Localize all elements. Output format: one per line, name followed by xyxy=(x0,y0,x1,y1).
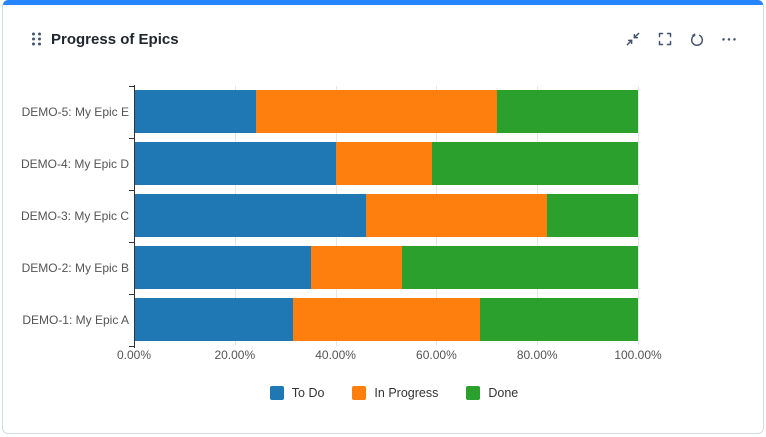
bar-segment-to-do[interactable] xyxy=(135,298,294,341)
bar-segment-in-progress[interactable] xyxy=(366,194,548,237)
y-axis-line xyxy=(134,85,135,348)
more-options-button[interactable] xyxy=(721,31,737,47)
bar-segment-in-progress[interactable] xyxy=(311,246,402,289)
collapse-button[interactable] xyxy=(625,31,641,47)
bar-segment-done[interactable] xyxy=(431,142,638,185)
bar-segment-in-progress[interactable] xyxy=(255,90,498,133)
widget-header: Progress of Epics xyxy=(31,28,737,50)
bar-segment-to-do[interactable] xyxy=(135,90,256,133)
legend-swatch xyxy=(352,386,367,400)
widget-title: Progress of Epics xyxy=(51,30,179,48)
x-axis-label: 20.00% xyxy=(214,348,256,362)
bar-segment-to-do[interactable] xyxy=(135,246,312,289)
y-axis-tick xyxy=(129,190,134,191)
bar-row xyxy=(135,194,638,237)
y-axis-tick xyxy=(129,346,134,347)
bar-row xyxy=(135,90,638,133)
y-axis-tick xyxy=(129,294,134,295)
x-axis-label: 60.00% xyxy=(416,348,457,362)
bar-row xyxy=(135,142,638,185)
drag-handle-icon[interactable] xyxy=(31,31,42,47)
y-axis-tick xyxy=(129,138,134,139)
x-axis-label: 40.00% xyxy=(315,348,356,362)
bar-segment-in-progress[interactable] xyxy=(336,142,432,185)
x-axis-label: 80.00% xyxy=(516,348,558,362)
bar-segment-done[interactable] xyxy=(479,298,638,341)
widget-toolbar xyxy=(625,31,737,47)
chart-legend: To Do In Progress Done xyxy=(25,386,763,400)
bar-row xyxy=(135,246,638,289)
y-axis-label: DEMO-4: My Epic D xyxy=(20,156,129,171)
refresh-icon xyxy=(690,32,704,46)
y-axis-label: DEMO-3: My Epic C xyxy=(20,208,129,223)
widget-accent-bar xyxy=(3,0,763,5)
y-axis-label: DEMO-2: My Epic B xyxy=(21,260,129,275)
legend-label: In Progress xyxy=(374,386,439,400)
bar-row xyxy=(135,298,638,341)
legend-item-in-progress[interactable]: In Progress xyxy=(352,386,438,400)
y-axis-label: DEMO-5: My Epic E xyxy=(21,104,129,119)
legend-swatch xyxy=(466,386,481,400)
bar-segment-in-progress[interactable] xyxy=(293,298,480,341)
legend-label: To Do xyxy=(291,386,325,400)
bar-segment-to-do[interactable] xyxy=(135,142,337,185)
x-axis-label: 0.00% xyxy=(116,348,152,362)
bar-segment-done[interactable] xyxy=(547,194,638,237)
y-axis-label: DEMO-1: My Epic A xyxy=(22,312,129,327)
legend-label: Done xyxy=(488,386,519,400)
legend-item-to-do[interactable]: To Do xyxy=(269,386,325,400)
shrink-icon xyxy=(626,32,640,46)
y-axis-tick xyxy=(129,86,134,87)
x-axis-label: 100.00% xyxy=(614,348,662,362)
y-axis-tick xyxy=(129,242,134,243)
bar-segment-done[interactable] xyxy=(401,246,638,289)
legend-swatch xyxy=(269,386,284,400)
fullscreen-button[interactable] xyxy=(657,31,673,47)
fullscreen-icon xyxy=(658,32,672,46)
bar-segment-to-do[interactable] xyxy=(135,194,367,237)
legend-item-done[interactable]: Done xyxy=(466,386,518,400)
ellipsis-icon xyxy=(722,38,736,41)
grid-line xyxy=(638,86,639,346)
epic-progress-chart: DEMO-5: My Epic E DEMO-4: My Epic D DEMO-3… xyxy=(3,0,763,433)
refresh-button[interactable] xyxy=(689,31,705,47)
bar-segment-done[interactable] xyxy=(497,90,638,133)
